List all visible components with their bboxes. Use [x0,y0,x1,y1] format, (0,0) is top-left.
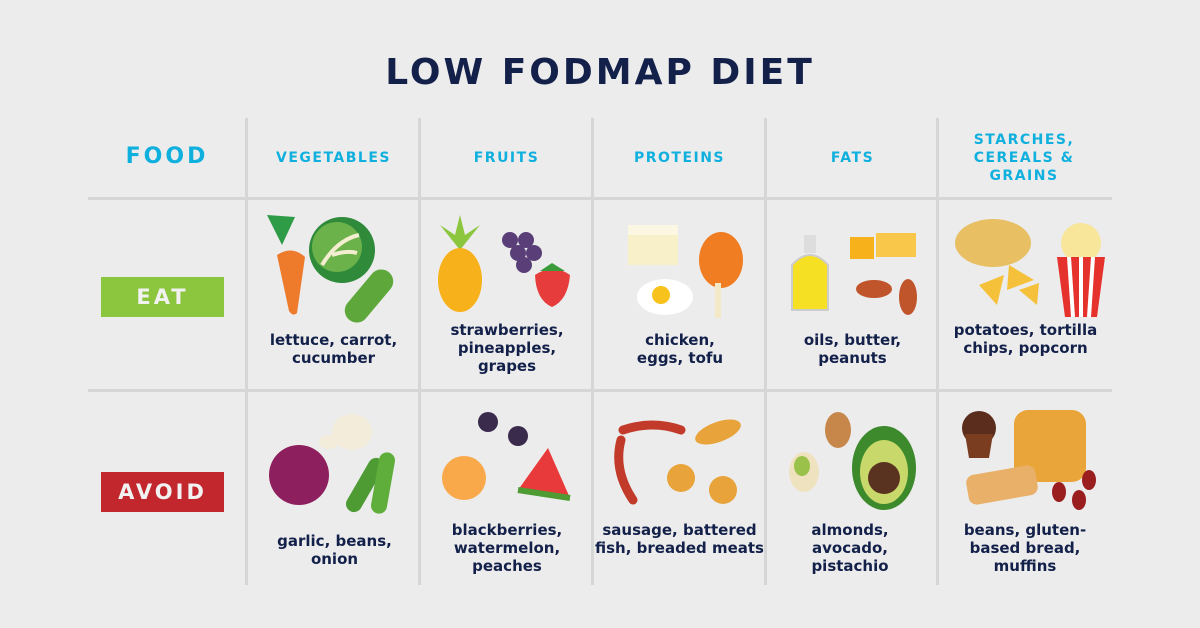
starches-eat-illustration [955,219,1105,318]
column-header-fruits: FRUITS [473,150,540,166]
vegetables-avoid-illustration [269,414,395,514]
cucumber-icon [344,269,394,323]
fats-avoid-text: almonds, avocado, pistachio [811,521,889,575]
fats-eat-text: oils, butter, peanuts [803,331,902,367]
column-header-vegetables: VEGETABLES [276,150,391,166]
carrot-icon [267,215,305,315]
eat-badge: EAT [101,277,224,317]
grid-divider [418,118,421,585]
almond-icon [825,412,851,448]
food-header: FOOD [125,144,209,169]
potato-icon [955,219,1031,267]
chicken-leg-icon [699,232,743,318]
battered-fish-icon [695,419,741,445]
bread-icon [966,410,1086,505]
proteins-avoid-text: sausage, battered fish, breaded meats [595,521,764,557]
grid-divider [88,389,1112,392]
starches-avoid-text: beans, gluten-based bread, muffins [963,521,1087,575]
column-header-proteins: PROTEINS [633,150,726,166]
grid-divider [245,118,248,585]
proteins-eat-illustration [628,225,743,318]
fruits-eat-text: strawberries, pineapples, grapes [450,321,564,375]
fats-avoid-illustration [789,412,916,510]
butter-icon [850,233,916,259]
grid-divider [88,197,1112,200]
grapes-icon [502,232,542,273]
column-header-starches: STARCHES, CEREALS & GRAINS [973,132,1075,184]
fats-eat-illustration [791,233,917,315]
pineapple-icon [438,215,482,312]
avocado-icon [852,426,916,510]
vegetables-avoid-text: garlic, beans, onion [277,532,392,568]
fruits-avoid-illustration [442,412,571,501]
tortilla-chips-icon [979,265,1039,305]
proteins-avoid-illustration [614,419,741,505]
garlic-icon [319,414,372,450]
oil-bottle-icon [791,235,829,311]
grid-divider [764,118,767,585]
column-header-fats: FATS [830,150,875,166]
peach-icon [442,456,486,500]
muffin-icon [962,411,996,458]
green-beans-icon [346,452,395,514]
grid-divider [591,118,594,585]
peanuts-icon [856,279,917,315]
watermelon-icon [517,448,571,501]
avoid-badge: AVOID [101,472,224,512]
beans-icon [1052,470,1096,510]
fruits-eat-illustration [438,215,570,312]
strawberry-icon [535,263,570,307]
tofu-icon [628,225,678,265]
pistachio-icon [789,452,819,492]
fruits-avoid-text: blackberries, watermelon, peaches [451,521,563,575]
vegetables-eat-text: lettuce, carrot, cucumber [269,331,398,367]
onion-icon [269,445,329,505]
proteins-eat-text: chicken, eggs, tofu [636,331,724,367]
blackberries-icon [478,412,528,446]
starches-eat-text: potatoes, tortilla chips, popcorn [953,321,1098,357]
lettuce-icon [309,217,375,283]
vegetables-eat-illustration [267,215,394,323]
page-title: LOW FODMAP DIET [385,52,815,93]
popcorn-icon [1057,223,1105,318]
egg-icon [637,279,693,315]
starches-avoid-illustration [962,410,1096,510]
grid-divider [936,118,939,585]
sausage-icon [614,420,686,505]
breaded-meat-icon [667,464,737,504]
